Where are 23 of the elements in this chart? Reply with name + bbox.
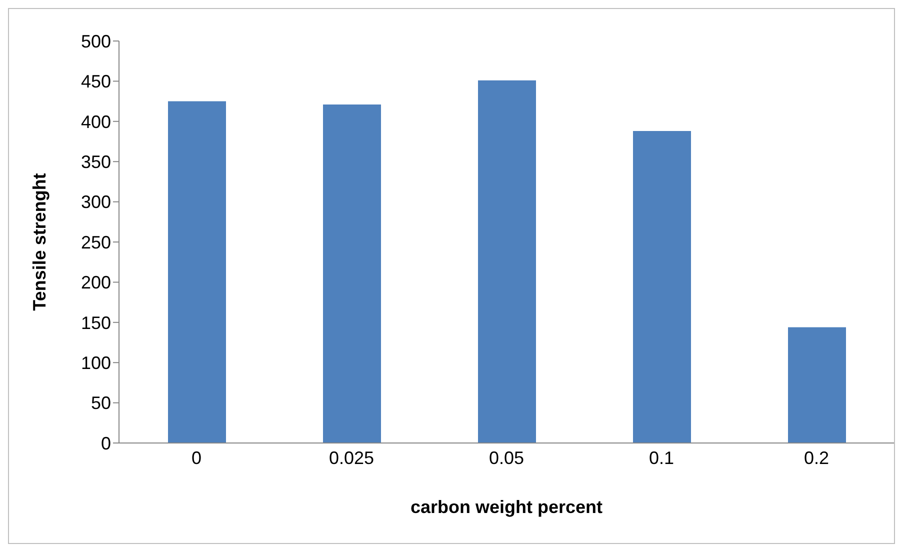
x-tick-label: 0 — [191, 448, 202, 468]
y-axis-title: Tensile strenght — [29, 173, 50, 311]
y-tick-label: 150 — [80, 312, 111, 333]
y-tick-label: 450 — [80, 72, 111, 92]
bar — [323, 104, 381, 443]
bar — [788, 327, 846, 443]
y-tick-label: 500 — [80, 31, 111, 52]
y-tick-label: 200 — [80, 272, 111, 293]
y-tick-label: 250 — [80, 232, 111, 252]
y-tick-label: 400 — [80, 112, 111, 132]
x-tick-label: 0.05 — [488, 448, 524, 468]
x-axis-title: carbon weight percent — [410, 497, 603, 517]
bar — [478, 80, 536, 443]
y-tick-label: 0 — [100, 433, 111, 454]
x-tick-label: 0.1 — [648, 448, 674, 468]
x-tick-label: 0.025 — [328, 448, 374, 468]
y-tick-label: 100 — [80, 352, 111, 373]
y-tick-label: 50 — [90, 393, 111, 414]
bar — [168, 101, 226, 443]
y-tick-label: 350 — [80, 152, 111, 172]
x-tick-label: 0.2 — [804, 448, 830, 468]
bar — [633, 131, 691, 443]
y-tick-label: 300 — [80, 192, 111, 212]
